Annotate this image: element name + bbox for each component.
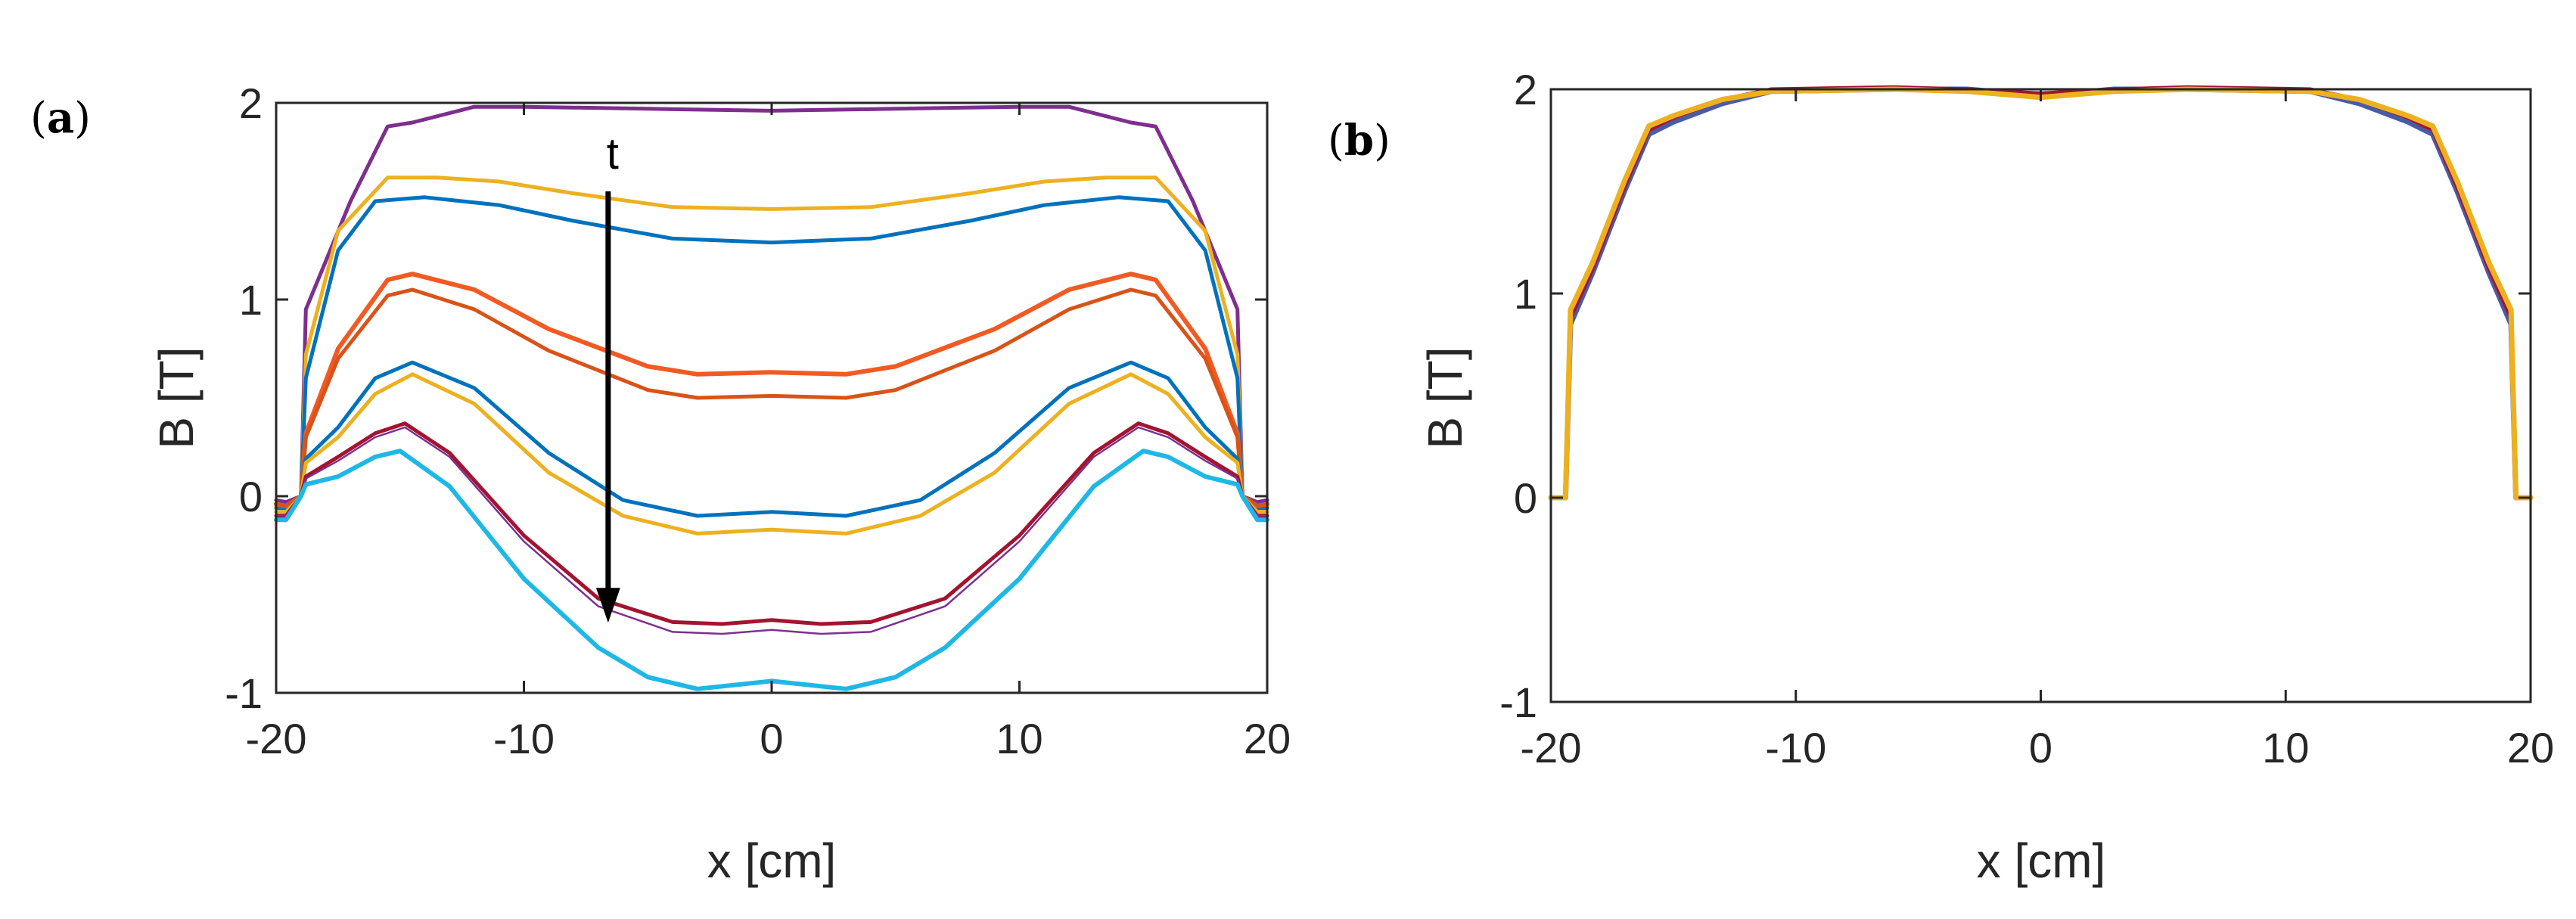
panel-b-x-ticks: -20 -10 0 10 20 — [1521, 89, 2554, 772]
panel-b-xlabel: x [cm] — [1977, 834, 2106, 888]
panel-b-ylabel: B [T] — [1418, 346, 1472, 449]
x-tick-label: -20 — [246, 715, 307, 762]
panel-a-ylabel: B [T] — [149, 346, 204, 449]
x-tick-label: -20 — [1521, 724, 1582, 772]
panel-b-series-b3 — [1548, 86, 2534, 501]
panel-a-series — [274, 104, 1269, 691]
x-tick-label: -10 — [493, 715, 555, 762]
panel-b-label: (b) — [1328, 116, 1391, 166]
time-arrow-annotation: t — [595, 129, 620, 623]
panel-b-series-b1 — [1548, 86, 2534, 501]
x-tick-label: -10 — [1765, 724, 1826, 772]
panel-a-x-ticks: -20 -10 0 10 20 — [246, 103, 1291, 762]
panel-a-series-s6 — [274, 360, 1269, 518]
x-tick-label: 0 — [760, 715, 783, 762]
x-tick-label: 20 — [2507, 724, 2554, 772]
panel-a-series-s5 — [274, 287, 1269, 508]
panel-a-series-s3 — [274, 195, 1269, 511]
panel-a-xlabel: x [cm] — [707, 834, 837, 888]
y-tick-label: -1 — [225, 669, 263, 717]
panel-a-series-s10 — [274, 449, 1269, 691]
panel-a-series-s7 — [274, 372, 1269, 536]
y-tick-label: -1 — [1499, 678, 1537, 726]
panel-a-series-s9 — [275, 426, 1269, 635]
panel-a-series-s1 — [274, 104, 1269, 505]
y-tick-label: 1 — [239, 276, 263, 324]
panel-b-series — [1548, 85, 2534, 501]
panel-a-series-s8 — [274, 421, 1269, 626]
y-tick-label: 1 — [1514, 270, 1537, 318]
x-tick-label: 0 — [2029, 724, 2052, 772]
x-tick-label: 10 — [996, 715, 1043, 762]
panel-b-axes-box — [1549, 88, 2532, 703]
time-arrow-label: t — [607, 129, 619, 179]
y-tick-label: 0 — [1514, 474, 1537, 522]
panel-a-series-s4 — [274, 272, 1269, 508]
panel-a-label: (a) — [30, 93, 91, 143]
y-tick-label: 2 — [239, 79, 263, 127]
panel-b-y-ticks: -1 0 1 2 — [1499, 66, 2531, 726]
time-arrow-head — [595, 588, 620, 623]
panel-a-axes-box — [275, 101, 1269, 694]
x-tick-label: 10 — [2262, 724, 2309, 772]
y-tick-label: 2 — [1514, 66, 1537, 113]
panel-a-series-s2 — [274, 175, 1269, 508]
panel-a-y-ticks: -1 0 1 2 — [225, 79, 1267, 717]
panel-b-series-b2 — [1549, 85, 2533, 500]
y-tick-label: 0 — [239, 473, 263, 520]
x-tick-label: 20 — [1244, 715, 1291, 762]
